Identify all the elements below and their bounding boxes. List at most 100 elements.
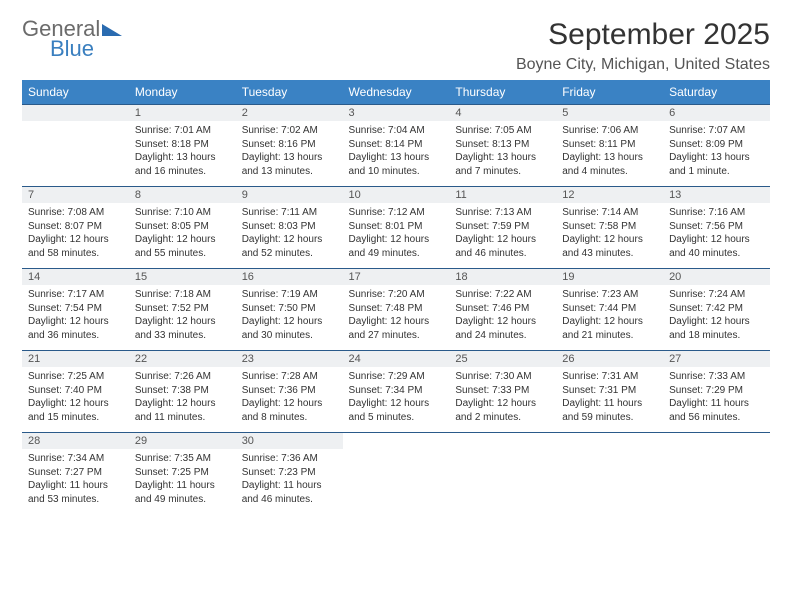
day-number: 23 [236,351,343,367]
calendar-cell: 6Sunrise: 7:07 AMSunset: 8:09 PMDaylight… [663,105,770,187]
daylight-text: Daylight: 11 hours and 53 minutes. [28,479,123,506]
daylight-text: Daylight: 13 hours and 7 minutes. [455,151,550,178]
day-of-week-header: Sunday [22,80,129,105]
sunrise-text: Sunrise: 7:33 AM [669,370,764,384]
sunrise-text: Sunrise: 7:36 AM [242,452,337,466]
daylight-text: Daylight: 12 hours and 33 minutes. [135,315,230,342]
day-details: Sunrise: 7:22 AMSunset: 7:46 PMDaylight:… [449,285,556,345]
day-details: Sunrise: 7:20 AMSunset: 7:48 PMDaylight:… [343,285,450,345]
day-details: Sunrise: 7:23 AMSunset: 7:44 PMDaylight:… [556,285,663,345]
daylight-text: Daylight: 12 hours and 5 minutes. [349,397,444,424]
day-number: 12 [556,187,663,203]
calendar-cell: 10Sunrise: 7:12 AMSunset: 8:01 PMDayligh… [343,187,450,269]
day-details: Sunrise: 7:19 AMSunset: 7:50 PMDaylight:… [236,285,343,345]
calendar-cell: 5Sunrise: 7:06 AMSunset: 8:11 PMDaylight… [556,105,663,187]
calendar-cell: 11Sunrise: 7:13 AMSunset: 7:59 PMDayligh… [449,187,556,269]
day-number: 14 [22,269,129,285]
day-details: Sunrise: 7:24 AMSunset: 7:42 PMDaylight:… [663,285,770,345]
sunrise-text: Sunrise: 7:18 AM [135,288,230,302]
day-number: 28 [22,433,129,449]
calendar-cell: 9Sunrise: 7:11 AMSunset: 8:03 PMDaylight… [236,187,343,269]
daylight-text: Daylight: 12 hours and 52 minutes. [242,233,337,260]
day-details: Sunrise: 7:31 AMSunset: 7:31 PMDaylight:… [556,367,663,427]
day-number: 26 [556,351,663,367]
sunset-text: Sunset: 7:54 PM [28,302,123,316]
day-details: Sunrise: 7:34 AMSunset: 7:27 PMDaylight:… [22,449,129,509]
day-of-week-header: Friday [556,80,663,105]
day-number: 6 [663,105,770,121]
sunset-text: Sunset: 7:23 PM [242,466,337,480]
sunrise-text: Sunrise: 7:02 AM [242,124,337,138]
calendar-cell: 13Sunrise: 7:16 AMSunset: 7:56 PMDayligh… [663,187,770,269]
day-details: Sunrise: 7:17 AMSunset: 7:54 PMDaylight:… [22,285,129,345]
calendar-cell: 18Sunrise: 7:22 AMSunset: 7:46 PMDayligh… [449,269,556,351]
sunrise-text: Sunrise: 7:04 AM [349,124,444,138]
daylight-text: Daylight: 12 hours and 40 minutes. [669,233,764,260]
day-number: 4 [449,105,556,121]
sunrise-text: Sunrise: 7:01 AM [135,124,230,138]
day-details: Sunrise: 7:11 AMSunset: 8:03 PMDaylight:… [236,203,343,263]
calendar-table: SundayMondayTuesdayWednesdayThursdayFrid… [22,80,770,515]
sunrise-text: Sunrise: 7:31 AM [562,370,657,384]
calendar-cell: 24Sunrise: 7:29 AMSunset: 7:34 PMDayligh… [343,351,450,433]
sunset-text: Sunset: 7:46 PM [455,302,550,316]
day-number: 22 [129,351,236,367]
sunset-text: Sunset: 8:18 PM [135,138,230,152]
calendar-cell [22,105,129,187]
day-number: 29 [129,433,236,449]
calendar-cell: 27Sunrise: 7:33 AMSunset: 7:29 PMDayligh… [663,351,770,433]
day-details: Sunrise: 7:16 AMSunset: 7:56 PMDaylight:… [663,203,770,263]
calendar-cell: 23Sunrise: 7:28 AMSunset: 7:36 PMDayligh… [236,351,343,433]
day-of-week-header: Tuesday [236,80,343,105]
sunset-text: Sunset: 7:50 PM [242,302,337,316]
day-details: Sunrise: 7:02 AMSunset: 8:16 PMDaylight:… [236,121,343,181]
calendar-week-row: 21Sunrise: 7:25 AMSunset: 7:40 PMDayligh… [22,351,770,433]
sunrise-text: Sunrise: 7:06 AM [562,124,657,138]
sunrise-text: Sunrise: 7:08 AM [28,206,123,220]
day-number: 13 [663,187,770,203]
calendar-week-row: 7 Sunrise: 7:08 AMSunset: 8:07 PM Daylight… [22,187,770,269]
daylight-text: Daylight: 11 hours and 56 minutes. [669,397,764,424]
daylight-text: Daylight: 12 hours and 36 minutes. [28,315,123,342]
daylight-text: Daylight: 12 hours and 21 minutes. [562,315,657,342]
sunset-text: Sunset: 7:44 PM [562,302,657,316]
calendar-cell: 17Sunrise: 7:20 AMSunset: 7:48 PMDayligh… [343,269,450,351]
day-number: 5 [556,105,663,121]
daylight-text: Daylight: 12 hours and 43 minutes. [562,233,657,260]
calendar-cell [343,433,450,515]
daylight-text: Daylight: 13 hours and 1 minute. [669,151,764,178]
sunset-text: Sunset: 8:11 PM [562,138,657,152]
calendar-body: 1Sunrise: 7:01 AMSunset: 8:18 PMDaylight… [22,105,770,515]
sunset-text: Sunset: 8:07 PM [28,220,123,234]
day-number: 7 [22,187,129,203]
sunrise-text: Sunrise: 7:34 AM [28,452,123,466]
daylight-text: Daylight: 11 hours and 49 minutes. [135,479,230,506]
calendar-cell [556,433,663,515]
day-number: 18 [449,269,556,285]
sunrise-text: Sunrise: 7:19 AM [242,288,337,302]
sunrise-text: Sunrise: 7:35 AM [135,452,230,466]
day-number: 3 [343,105,450,121]
sunrise-text: Sunrise: 7:17 AM [28,288,123,302]
sunset-text: Sunset: 8:03 PM [242,220,337,234]
day-number: 19 [556,269,663,285]
sunrise-text: Sunrise: 7:26 AM [135,370,230,384]
day-details: Sunrise: 7:10 AMSunset: 8:05 PMDaylight:… [129,203,236,263]
calendar-cell: 19Sunrise: 7:23 AMSunset: 7:44 PMDayligh… [556,269,663,351]
calendar-cell: 21Sunrise: 7:25 AMSunset: 7:40 PMDayligh… [22,351,129,433]
sunrise-text: Sunrise: 7:14 AM [562,206,657,220]
daylight-text: Daylight: 11 hours and 46 minutes. [242,479,337,506]
day-details: Sunrise: 7:18 AMSunset: 7:52 PMDaylight:… [129,285,236,345]
daylight-text: Daylight: 12 hours and 27 minutes. [349,315,444,342]
sunrise-text: Sunrise: 7:20 AM [349,288,444,302]
sunset-text: Sunset: 7:40 PM [28,384,123,398]
sunrise-text: Sunrise: 7:13 AM [455,206,550,220]
day-number-empty [22,105,129,121]
day-details: Sunrise: 7:29 AMSunset: 7:34 PMDaylight:… [343,367,450,427]
day-number: 9 [236,187,343,203]
daylight-text: Daylight: 12 hours and 24 minutes. [455,315,550,342]
sunset-text: Sunset: 7:27 PM [28,466,123,480]
day-of-week-header: Monday [129,80,236,105]
sunset-text: Sunset: 7:52 PM [135,302,230,316]
sunrise-text: Sunrise: 7:25 AM [28,370,123,384]
